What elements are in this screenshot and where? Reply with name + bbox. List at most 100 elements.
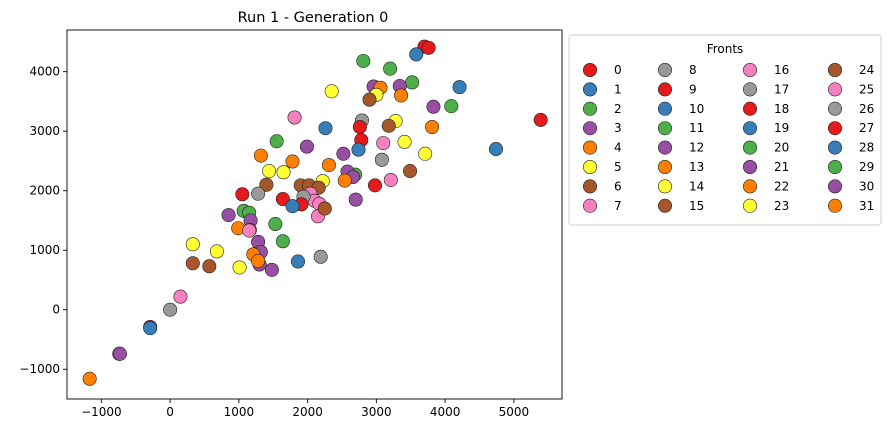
scatter-point-front-21 bbox=[264, 262, 279, 277]
legend-marker bbox=[742, 160, 757, 175]
scatter-point-front-2 bbox=[383, 61, 398, 76]
scatter-point-front-18 bbox=[235, 187, 250, 202]
legend-marker bbox=[827, 140, 842, 155]
scatter-point-front-15 bbox=[259, 177, 274, 192]
scatter-point-front-17 bbox=[251, 186, 266, 201]
scatter-point-front-30 bbox=[348, 192, 363, 207]
scatter-point-front-6 bbox=[403, 164, 418, 179]
scatter-point-front-4 bbox=[394, 88, 409, 103]
scatter-point-front-7 bbox=[376, 136, 391, 151]
scatter-point-front-12 bbox=[336, 146, 351, 161]
legend-entry-label: 12 bbox=[689, 141, 704, 155]
y-tick-label: 3000 bbox=[29, 124, 60, 138]
legend-entry-label: 16 bbox=[774, 63, 789, 77]
legend: Fronts0123456789101112131415161718192021… bbox=[568, 34, 882, 226]
scatter-point-front-10 bbox=[351, 142, 366, 157]
legend-marker bbox=[742, 198, 757, 213]
scatter-point-front-5 bbox=[324, 84, 339, 99]
y-tick-label: 0 bbox=[52, 303, 60, 317]
legend-entry-label: 0 bbox=[614, 63, 622, 77]
legend-marker bbox=[742, 82, 757, 97]
x-tick-label: 3000 bbox=[361, 405, 392, 419]
legend-entry-label: 29 bbox=[859, 160, 874, 174]
scatter-point-front-12 bbox=[299, 139, 314, 154]
legend-entry-label: 2 bbox=[614, 102, 622, 116]
legend-marker bbox=[582, 121, 597, 136]
scatter-point-front-6 bbox=[381, 118, 396, 133]
legend-marker bbox=[742, 179, 757, 194]
legend-entry-label: 31 bbox=[859, 199, 874, 213]
scatter-point-front-30 bbox=[112, 346, 127, 361]
x-tick-label: 4000 bbox=[430, 405, 461, 419]
legend-entry-label: 1 bbox=[614, 82, 622, 96]
scatter-point-front-20 bbox=[268, 217, 283, 232]
legend-marker bbox=[657, 160, 672, 175]
legend-marker bbox=[582, 140, 597, 155]
legend-entry-label: 13 bbox=[689, 160, 704, 174]
scatter-point-front-2 bbox=[444, 99, 459, 114]
data-points bbox=[82, 39, 548, 386]
legend-entry-label: 22 bbox=[774, 179, 789, 193]
legend-marker bbox=[827, 62, 842, 77]
scatter-point-front-8 bbox=[374, 152, 389, 167]
scatter-point-front-23 bbox=[209, 244, 224, 259]
legend-marker bbox=[582, 160, 597, 175]
y-tick-label: 4000 bbox=[29, 65, 60, 79]
scatter-point-front-14 bbox=[262, 164, 277, 179]
legend-marker bbox=[582, 198, 597, 213]
legend-entry-label: 7 bbox=[614, 199, 622, 213]
scatter-point-front-20 bbox=[275, 234, 290, 249]
scatter-point-front-9 bbox=[352, 120, 367, 135]
legend-entry-label: 18 bbox=[774, 102, 789, 116]
legend-entry-label: 28 bbox=[859, 141, 874, 155]
scatter-point-front-23 bbox=[232, 260, 247, 275]
scatter-point-front-31 bbox=[82, 371, 97, 386]
scatter-point-front-21 bbox=[221, 208, 236, 223]
legend-marker bbox=[582, 82, 597, 97]
legend-marker bbox=[657, 62, 672, 77]
legend-entry-label: 8 bbox=[689, 63, 697, 77]
scatter-point-front-31 bbox=[337, 173, 352, 188]
scatter-point-front-2 bbox=[405, 75, 420, 90]
y-tick-label: −1000 bbox=[19, 362, 60, 376]
legend-entry-label: 10 bbox=[689, 102, 704, 116]
legend-entry-label: 3 bbox=[614, 121, 622, 135]
legend-entry-label: 25 bbox=[859, 82, 874, 96]
scatter-point-front-24 bbox=[317, 201, 332, 216]
scatter-point-front-7 bbox=[383, 172, 398, 187]
legend-marker bbox=[827, 82, 842, 97]
legend-entry-label: 17 bbox=[774, 82, 789, 96]
scatter-point-front-9 bbox=[367, 178, 382, 193]
plot-frame bbox=[66, 29, 563, 400]
scatter-point-front-19 bbox=[290, 254, 305, 269]
legend-entry-label: 4 bbox=[614, 141, 622, 155]
legend-entry-label: 19 bbox=[774, 121, 789, 135]
scatter-point-front-4 bbox=[425, 120, 440, 135]
legend-entry-label: 14 bbox=[689, 179, 704, 193]
scatter-point-front-14 bbox=[276, 165, 291, 180]
scatter-point-front-1 bbox=[488, 142, 503, 157]
scatter-point-front-6 bbox=[362, 92, 377, 107]
legend-entry-label: 23 bbox=[774, 199, 789, 213]
scatter-point-front-1 bbox=[409, 47, 424, 62]
legend-marker bbox=[827, 121, 842, 136]
scatter-point-front-17 bbox=[313, 249, 328, 264]
scatter-point-front-28 bbox=[143, 321, 158, 336]
scatter-point-front-25 bbox=[173, 289, 188, 304]
legend-marker bbox=[657, 101, 672, 116]
scatter-point-front-0 bbox=[533, 112, 548, 127]
scatter-point-front-0 bbox=[421, 40, 436, 55]
scatter-point-front-1 bbox=[452, 80, 467, 95]
legend-box bbox=[568, 34, 882, 226]
scatter-point-front-10 bbox=[318, 121, 333, 136]
scatter-point-front-24 bbox=[185, 256, 200, 271]
legend-marker bbox=[742, 121, 757, 136]
scatter-point-front-13 bbox=[321, 158, 336, 173]
legend-entry-label: 30 bbox=[859, 179, 874, 193]
legend-marker bbox=[742, 101, 757, 116]
scatter-point-front-5 bbox=[418, 146, 433, 161]
scatter-point-front-22 bbox=[251, 253, 266, 268]
scatter-point-front-24 bbox=[202, 259, 217, 274]
scatter-point-front-23 bbox=[185, 237, 200, 252]
legend-entry-label: 27 bbox=[859, 121, 874, 135]
